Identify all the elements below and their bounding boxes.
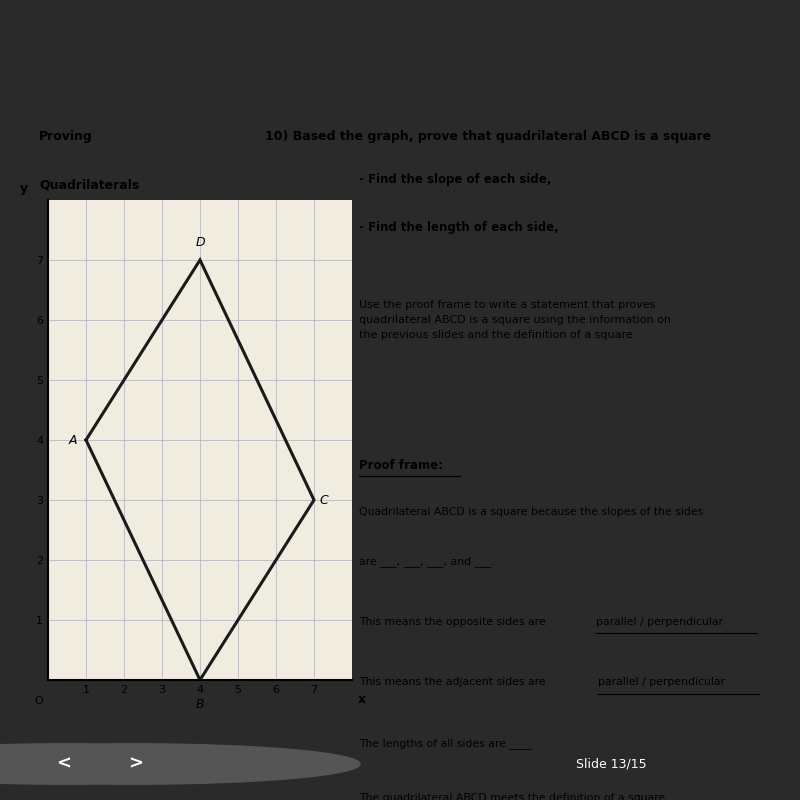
Text: parallel / perpendicular: parallel / perpendicular xyxy=(595,617,722,626)
Text: Quadrilaterals: Quadrilaterals xyxy=(39,179,139,192)
Text: Quadrilateral ABCD is a square because the slopes of the sides: Quadrilateral ABCD is a square because t… xyxy=(358,507,703,518)
Text: parallel / perpendicular: parallel / perpendicular xyxy=(598,678,725,687)
Circle shape xyxy=(0,744,288,784)
Text: Slide 13/15: Slide 13/15 xyxy=(576,758,646,770)
Text: This means the opposite sides are: This means the opposite sides are xyxy=(358,617,549,626)
Text: Proving: Proving xyxy=(39,130,93,143)
Text: Proof frame:: Proof frame: xyxy=(358,458,442,471)
Text: x: x xyxy=(358,693,366,706)
Text: C: C xyxy=(319,494,328,506)
Text: y: y xyxy=(20,182,28,195)
Text: B: B xyxy=(196,698,204,710)
Text: - Find the length of each side,: - Find the length of each side, xyxy=(358,222,558,234)
Text: Use the proof frame to write a statement that proves
quadrilateral ABCD is a squ: Use the proof frame to write a statement… xyxy=(358,301,670,340)
Text: <: < xyxy=(57,755,71,773)
Text: The lengths of all sides are ____: The lengths of all sides are ____ xyxy=(358,738,531,749)
Text: The quadrilateral ABCD meets the definition of a square: The quadrilateral ABCD meets the definit… xyxy=(358,793,665,800)
Text: - Find the slope of each side,: - Find the slope of each side, xyxy=(358,173,551,186)
Circle shape xyxy=(0,744,360,784)
Text: This means the adjacent sides are: This means the adjacent sides are xyxy=(358,678,549,687)
Text: D: D xyxy=(195,235,205,249)
Text: O: O xyxy=(34,696,43,706)
Text: are ___, ___, ___, and ___.: are ___, ___, ___, and ___. xyxy=(358,556,494,566)
Text: A: A xyxy=(69,434,77,446)
Text: >: > xyxy=(129,755,143,773)
Text: 10) Based the graph, prove that quadrilateral ABCD is a square: 10) Based the graph, prove that quadrila… xyxy=(265,130,711,143)
